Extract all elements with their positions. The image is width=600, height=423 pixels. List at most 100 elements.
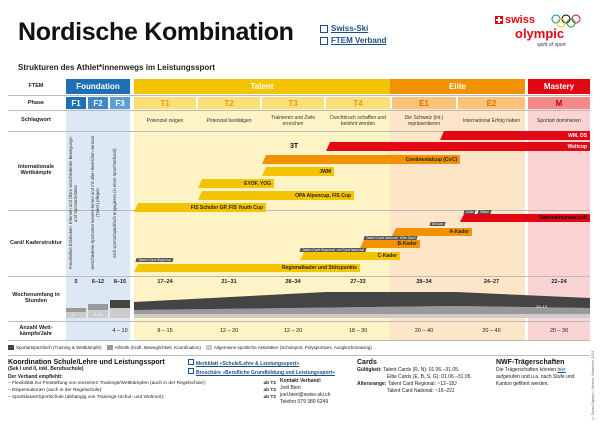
- schlagwort-e2: International Erfolg haben: [462, 118, 521, 124]
- wochenumfang-value: 6–12: [91, 279, 105, 285]
- volume-small-label: 10–13: [536, 304, 548, 309]
- divider: [8, 131, 590, 132]
- wochenumfang-value: 24–27: [483, 279, 500, 285]
- competition-fis-schueler: FIS Schüler GP, FIS Youth Cup: [134, 203, 266, 212]
- ftem-mastery: Mastery: [528, 79, 590, 94]
- wochenumfang-value: 28–34: [416, 279, 432, 285]
- divider: [8, 210, 590, 211]
- competition-weltcup: Weltcup: [326, 142, 590, 151]
- volume-allgemein: [88, 310, 108, 318]
- nwf-title: NWF-Trägerschaften: [496, 359, 565, 366]
- phase-t2: T2: [198, 97, 260, 109]
- phase-e1: E1: [392, 97, 456, 109]
- anzahl-value: 20 – 40: [414, 328, 434, 334]
- phase-t3: T3: [262, 97, 324, 109]
- anzahl-value: 8 – 15: [157, 328, 173, 334]
- kontakt-label: Kontakt Verband:: [280, 378, 322, 384]
- broschuere-link-label: Broschüre «Berufliche Grundbildung und L…: [196, 370, 335, 376]
- external-link-icon: [188, 368, 194, 374]
- alter-label: Altersrange:: [357, 381, 387, 387]
- anzahl-value: 12 – 20: [283, 328, 303, 334]
- phase-f1: F1: [66, 97, 86, 109]
- volume-specific: [134, 292, 590, 310]
- foundation-text-f2: Verschiedene Sportarten kennen lernen un…: [90, 135, 100, 271]
- header-links: Swiss-Ski FTEM Verband: [320, 23, 387, 47]
- legend-label: Allgemeine sportliche Aktivitäten (Schul…: [213, 345, 372, 350]
- competition-opa-alpencup: OPA Alpencup, FIS Cup: [198, 191, 354, 200]
- empfehlung-value: ab T2: [263, 395, 276, 400]
- divider: [8, 355, 590, 356]
- olympic-rings-icon: [551, 14, 581, 28]
- wochenumfang-value: 22–24: [551, 279, 567, 285]
- kontakt-section: Kontakt Verband: Joël Bieri joel.bieri@s…: [280, 378, 330, 406]
- divider: [8, 321, 590, 322]
- external-link-icon: [320, 36, 328, 45]
- foundation-text-f3: Sich sportartspezifisch engagieren (in e…: [112, 148, 117, 258]
- schlagwort-t3: Trainieren und Ziele erreichen: [270, 115, 316, 127]
- volume-allgemein: [110, 308, 130, 318]
- competition-wm-os: WM, OS: [440, 131, 590, 140]
- volume-athletik: [88, 304, 108, 310]
- competition-continentalcup: Continentalcup (CoC): [262, 155, 460, 164]
- empfehlung-item: – Flexibilität zur Freistellung von einz…: [8, 380, 276, 387]
- swiss-ski-link[interactable]: Swiss-Ski: [320, 23, 387, 35]
- nwf-link[interactable]: hier: [557, 367, 566, 373]
- phase-t1: T1: [134, 97, 196, 109]
- ftem-link-label: FTEM Verband: [331, 36, 387, 45]
- card-value: 01.06.–31.05.: [428, 367, 460, 373]
- empfehlung-item: – Sportklasse/Sportschule (abhängig von …: [8, 394, 276, 401]
- row-label-schlagwort: Schlagwort: [21, 117, 51, 123]
- wochenumfang-value: 17–24: [157, 279, 173, 285]
- swiss-cross-icon: [495, 16, 503, 24]
- logo-tagline: spirit of sport: [537, 42, 566, 48]
- wochenumfang-value: 21–31: [221, 279, 237, 285]
- kontakt-email[interactable]: joel.bieri@swiss-ski.ch: [280, 392, 331, 398]
- row-label-wochenumfang: Wochenumfang in Stunden: [12, 292, 60, 304]
- card-tag: Talent Card National: [363, 236, 401, 240]
- divider: [8, 340, 590, 341]
- card-label: Talent Card National:: [387, 388, 434, 394]
- koordination-subtitle: (Sek I und II, inkl. Berufsschule): [8, 366, 84, 372]
- card-label: Talent Cards (R, N):: [383, 367, 428, 373]
- side-note: © Swiss Olympic / Version: November 2024: [591, 350, 595, 420]
- page-title: Nordische Kombination: [18, 18, 294, 46]
- empfiehlt-label: Der Verband empfiehlt:: [8, 374, 63, 380]
- legend-label: Sportartspezifisch (Training & Wettkämpf…: [16, 345, 102, 350]
- row-label-kader: Card/ Kaderstruktur: [10, 240, 62, 246]
- kader-nationalmannschaft: Nationalmannschaft: [460, 214, 590, 222]
- volume-small-label: 3–5: [94, 312, 101, 317]
- foundation-text-f1: Freudvolles Entdecken, Erlernen und Üben…: [68, 136, 78, 270]
- card-tag: Gold: [463, 210, 476, 214]
- volume-athletik: [134, 306, 590, 314]
- nwf-text: Die Trägerschaften können: [496, 367, 557, 373]
- ftem-verband-link[interactable]: FTEM Verband: [320, 35, 387, 47]
- legend-swatch-athletik: [106, 345, 113, 351]
- gueltigkeit-label: Gültigkeit:: [357, 367, 382, 373]
- swiss-olympic-logo: swiss olympic spirit of sport: [495, 12, 585, 57]
- koordination-section: Koordination Schule/Lehre und Leistungss…: [8, 359, 348, 401]
- anzahl-value: 12 – 20: [219, 328, 239, 334]
- volume-athletik: [66, 308, 86, 312]
- merkblatt-link-label: Merkblatt «Schule/Lehre & Leistungssport…: [196, 361, 300, 367]
- empfehlung-item: – Dispensationen (auch in der Regelschul…: [8, 387, 276, 394]
- kontakt-name: Joël Bieri: [280, 385, 301, 391]
- merkblatt-link[interactable]: Merkblatt «Schule/Lehre & Leistungssport…: [188, 359, 335, 368]
- broschuere-link[interactable]: Broschüre «Berufliche Grundbildung und L…: [188, 368, 335, 377]
- card-tag: Bronze: [429, 222, 446, 226]
- empfehlung-text: – Flexibilität zur Freistellung von einz…: [8, 381, 207, 386]
- volume-allgemein: [66, 312, 86, 318]
- kader-regional: Regionalkader und Stützpunkte: [134, 264, 360, 272]
- card-tag: Elite Card: [397, 236, 418, 240]
- legend: Sportartspezifisch (Training & Wettkämpf…: [8, 345, 590, 351]
- card-tag: Talent Card Regional: [135, 258, 174, 262]
- empfehlung-text: – Sportklasse/Sportschule (abhängig von …: [8, 395, 165, 400]
- schlagwort-e1: Die Schweiz (int.) repräsentieren: [404, 115, 444, 127]
- volume-small-label: 1: [72, 312, 75, 317]
- ftem-elite: Elite: [390, 79, 525, 94]
- phase-f3: F3: [110, 97, 130, 109]
- ftem-talent: Talent: [134, 79, 390, 94]
- kontakt-phone: Telefon 079 380 6249: [280, 399, 329, 405]
- legend-label: Athletik (Kraft, Beweglichkeit, Koordina…: [114, 345, 201, 350]
- ftem-foundation: Foundation: [66, 79, 130, 94]
- schlagwort-t4: Durchbruch schaffen und belohnt werden: [330, 115, 386, 127]
